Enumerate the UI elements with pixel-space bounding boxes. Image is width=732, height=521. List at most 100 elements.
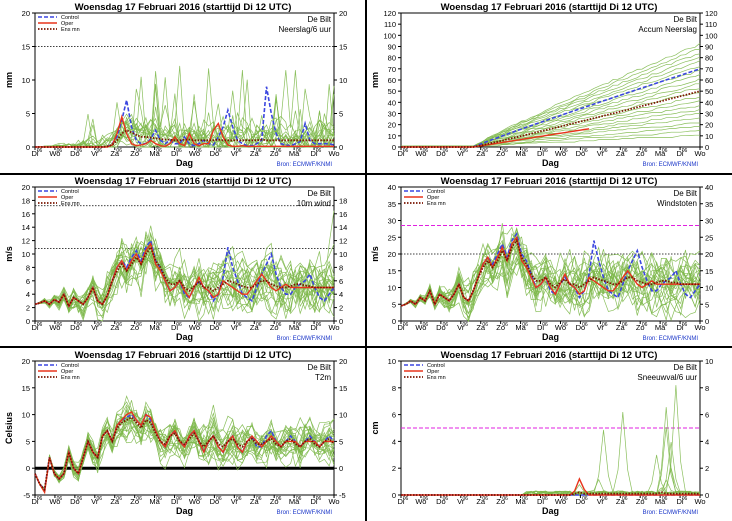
x-tick-label-hour: 06 <box>57 322 63 328</box>
x-tick-label-hour: 06 <box>37 496 43 502</box>
ensemble-member-line <box>400 231 701 317</box>
x-tick-label-day: Wo <box>49 149 60 158</box>
x-tick-label-hour: 06 <box>602 148 608 154</box>
y-tick-label-right: 10 <box>339 411 347 420</box>
legend-label: Oper <box>427 369 439 375</box>
panel-separator-horizontal <box>0 173 732 175</box>
x-tick-label-hour: 06 <box>256 496 262 502</box>
y-tick-label-left: 110 <box>384 20 396 29</box>
x-tick-label-hour: 06 <box>562 496 568 502</box>
chart-panel-accum: Woensdag 17 Februari 2016 (starttijd Di … <box>366 0 732 173</box>
y-tick-label-left: 30 <box>388 217 396 226</box>
x-tick-label-hour: 06 <box>256 322 262 328</box>
x-tick-label-hour: 06 <box>682 496 688 502</box>
y-tick-label-right: 6 <box>705 411 709 420</box>
x-tick-label-hour: 06 <box>522 322 528 328</box>
x-tick-label-hour: 06 <box>662 148 668 154</box>
x-tick-label-day: Di <box>537 497 544 506</box>
y-tick-label-right: 0 <box>705 317 709 326</box>
x-tick-label-hour: 06 <box>582 148 588 154</box>
y-tick-label-left: 14 <box>22 223 30 232</box>
x-tick-label-day: Di <box>311 149 318 158</box>
x-tick-label-hour: 06 <box>622 322 628 328</box>
x-tick-label-hour: 06 <box>662 322 668 328</box>
chart-title: Woensdag 17 Februari 2016 (starttijd Di … <box>441 350 658 361</box>
y-tick-label-right: 15 <box>705 267 713 276</box>
x-tick-label-day: Do <box>70 149 80 158</box>
x-tick-label-day: Do <box>576 149 586 158</box>
x-tick-label-hour: 06 <box>522 148 528 154</box>
x-tick-label-hour: 06 <box>682 148 688 154</box>
x-tick-label-day: Vr <box>91 149 99 158</box>
x-tick-label-hour: 06 <box>77 496 83 502</box>
y-tick-label-left: 20 <box>22 357 30 366</box>
x-tick-label-hour: 06 <box>423 148 429 154</box>
x-tick-label-hour: 06 <box>37 148 43 154</box>
y-tick-label-right: 35 <box>705 200 713 209</box>
chart-neerslag: Woensdag 17 Februari 2016 (starttijd Di … <box>4 2 347 168</box>
x-tick-label-hour: 06 <box>582 322 588 328</box>
legend-label: Ens mn <box>427 201 446 207</box>
ensemble-member-line <box>34 225 335 309</box>
x-tick-label-day: Ma <box>149 149 160 158</box>
y-tick-label-left: 50 <box>388 87 396 96</box>
location-label: De Bilt <box>673 15 697 24</box>
source-label: Bron: ECMWF/KNMI <box>277 336 333 342</box>
y-tick-label-left: 20 <box>22 9 30 18</box>
x-tick-label-hour: 06 <box>423 322 429 328</box>
x-tick-label-day: Ma <box>515 149 526 158</box>
legend-label: Ens mn <box>427 375 446 381</box>
x-tick-label-day: Wo <box>189 149 200 158</box>
source-label: Bron: ECMWF/KNMI <box>277 510 333 516</box>
y-tick-label-left: 0 <box>392 491 396 500</box>
y-tick-label-left: 18 <box>22 196 30 205</box>
x-tick-label-hour: 06 <box>423 496 429 502</box>
x-tick-label-day: Vr <box>457 323 465 332</box>
y-tick-label-left: 60 <box>388 76 396 85</box>
y-tick-label-right: 4 <box>705 437 709 446</box>
x-tick-label-hour: 06 <box>216 148 222 154</box>
y-tick-label-left: 20 <box>388 121 396 130</box>
x-tick-label-hour: 06 <box>37 322 43 328</box>
x-tick-label-hour: 06 <box>116 496 122 502</box>
ensemble-member-line <box>34 235 335 313</box>
y-tick-label-left: 5 <box>26 110 30 119</box>
x-tick-label-hour: 06 <box>136 496 142 502</box>
x-tick-label-day: Do <box>436 323 446 332</box>
y-tick-label-left: 120 <box>383 9 396 18</box>
x-tick-label-hour: 06 <box>482 322 488 328</box>
location-label: De Bilt <box>673 189 697 198</box>
x-tick-label-day: Wo <box>415 149 426 158</box>
x-tick-label-day: Vr <box>91 323 99 332</box>
x-tick-label-day: Za <box>250 497 260 506</box>
location-label: De Bilt <box>307 189 331 198</box>
ensemble-member-line <box>400 237 701 323</box>
x-tick-label-hour: 06 <box>602 496 608 502</box>
x-tick-label-hour: 06 <box>542 148 548 154</box>
y-tick-label-left: 80 <box>388 54 396 63</box>
x-tick-label-day: Zo <box>496 497 505 506</box>
chart-subtitle: Sneeuwval/6 uur <box>637 373 697 382</box>
x-tick-label-day: Wo <box>328 323 339 332</box>
x-tick-label-hour: 06 <box>542 496 548 502</box>
y-tick-label-right: 0 <box>339 464 343 473</box>
y-axis-label: mm <box>370 72 380 88</box>
y-tick-label-left: 15 <box>388 267 396 276</box>
x-tick-label-day: Ma <box>289 497 300 506</box>
x-tick-label-hour: 06 <box>176 496 182 502</box>
x-tick-label-hour: 06 <box>216 496 222 502</box>
y-tick-label-left: 16 <box>22 210 30 219</box>
x-tick-label-hour: 06 <box>196 496 202 502</box>
x-tick-label-day: Ma <box>149 497 160 506</box>
x-tick-label-hour: 06 <box>296 496 302 502</box>
x-tick-label-hour: 06 <box>403 496 409 502</box>
x-tick-label-hour: 06 <box>256 148 262 154</box>
x-tick-label-day: Ma <box>655 497 666 506</box>
chart-subtitle: T2m <box>315 373 331 382</box>
x-tick-label-day: Di <box>397 497 404 506</box>
x-tick-label-day: Zo <box>270 497 279 506</box>
x-tick-label-day: Di <box>31 149 38 158</box>
y-tick-label-right: 20 <box>705 250 713 259</box>
x-axis-label: Dag <box>542 158 559 168</box>
